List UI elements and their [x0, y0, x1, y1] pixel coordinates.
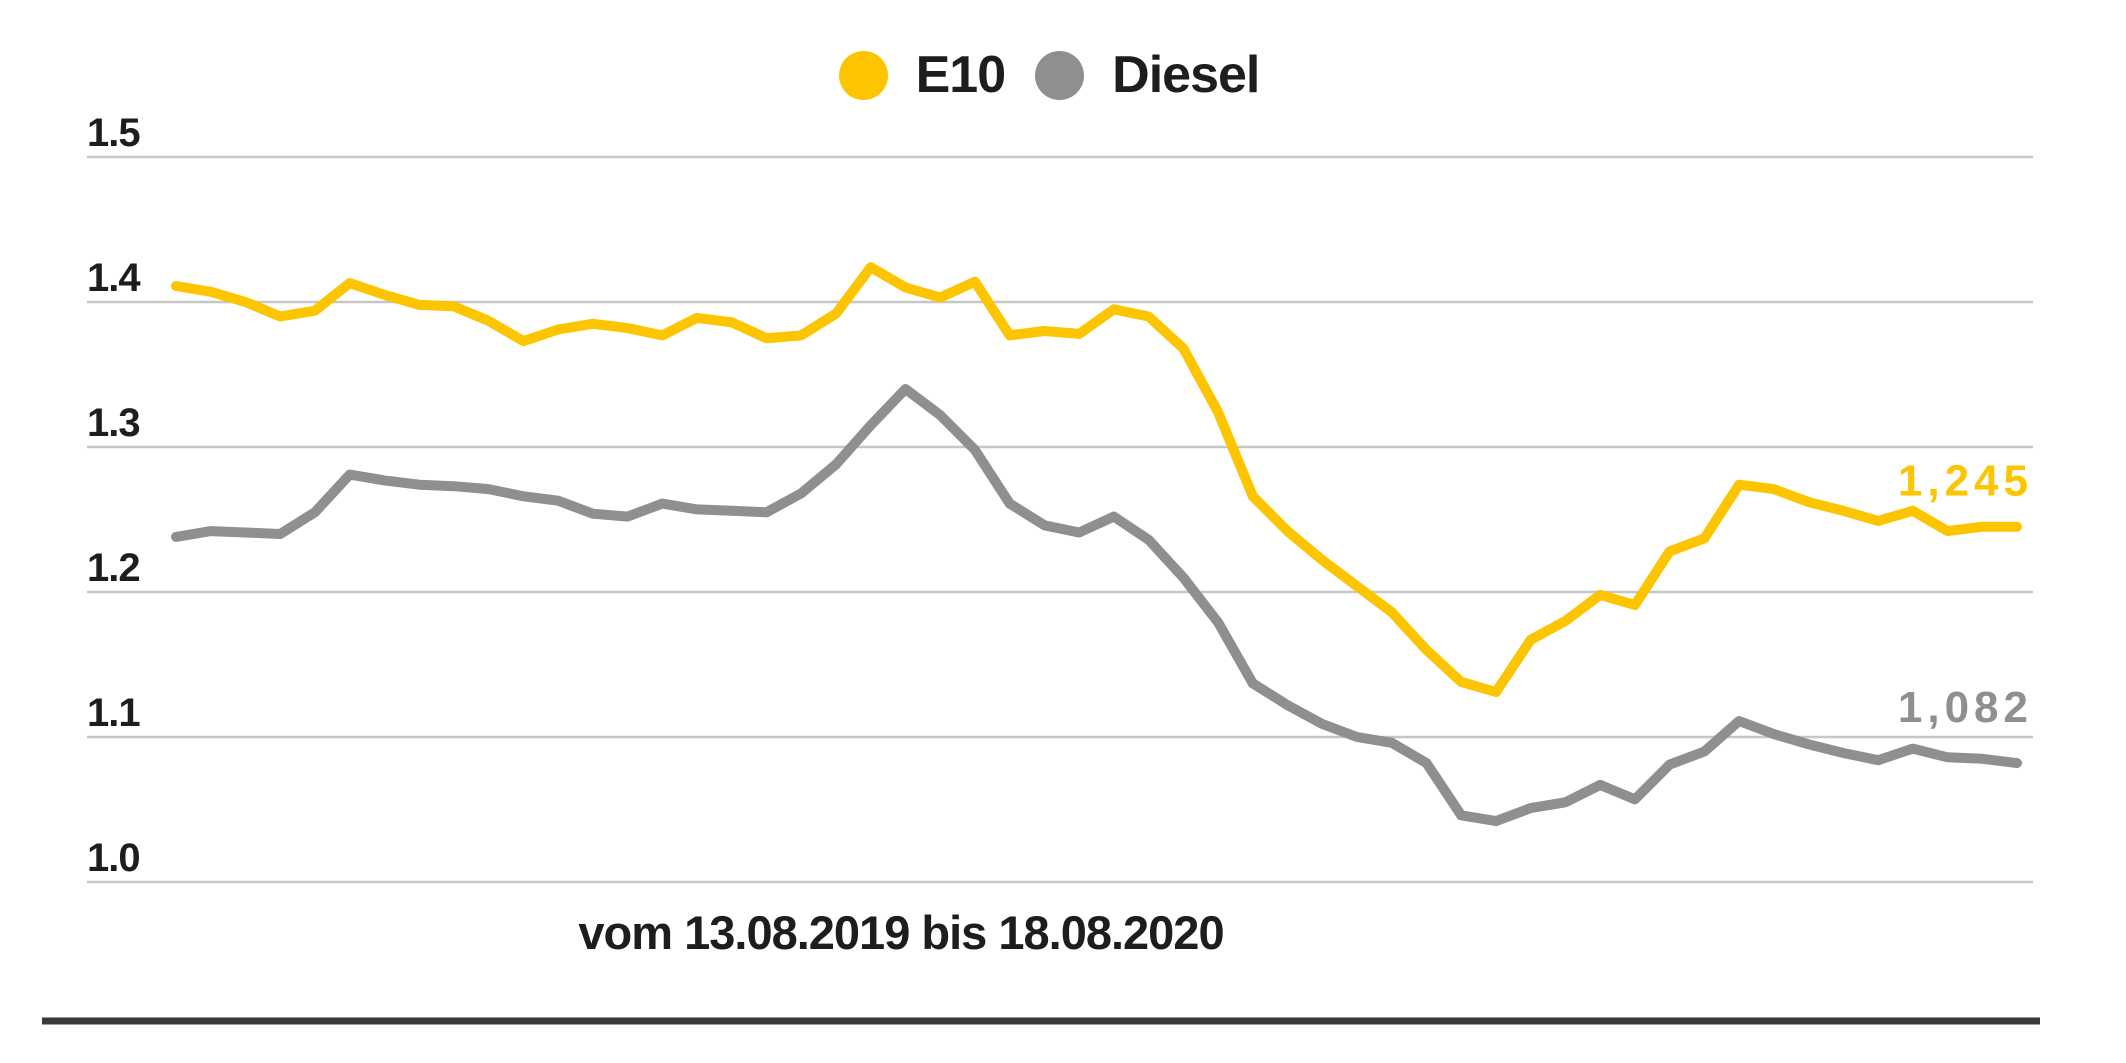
chart-legend: E10 Diesel — [0, 49, 2112, 101]
diesel-dot-icon — [1035, 50, 1085, 100]
y-tick-label: 1.2 — [87, 546, 140, 590]
legend-item-e10: E10 — [838, 46, 1007, 104]
legend-label-diesel: Diesel — [1112, 46, 1260, 104]
y-tick-label: 1.0 — [87, 836, 140, 880]
y-tick-label: 1.3 — [87, 401, 140, 445]
diesel-value-label: 1,082 — [1898, 683, 2033, 732]
y-tick-label: 1.4 — [87, 256, 141, 300]
y-tick-label: 1.1 — [87, 691, 140, 735]
gridlines — [87, 155, 2033, 884]
date-range-caption: vom 13.08.2019 bis 18.08.2020 — [578, 906, 1224, 959]
legend-item-diesel: Diesel — [1035, 46, 1260, 104]
diesel-line — [171, 384, 2022, 827]
y-tick-label: 1.5 — [87, 111, 140, 155]
y-axis-labels: 1.5 1.4 1.3 1.2 1.1 1.0 — [87, 111, 142, 880]
e10-line — [171, 262, 2022, 697]
e10-dot-icon — [838, 50, 888, 100]
e10-value-label: 1,245 — [1898, 457, 2033, 506]
legend-label-e10: E10 — [915, 46, 1007, 104]
